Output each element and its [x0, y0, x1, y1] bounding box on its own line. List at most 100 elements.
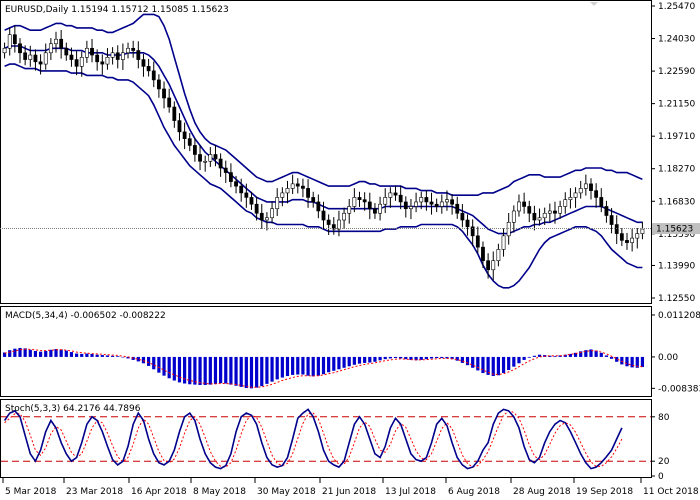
- macd-bar: [532, 355, 537, 357]
- stoch-tick-label: 80: [658, 413, 670, 423]
- candle-body: [316, 201, 321, 212]
- macd-bar: [347, 356, 351, 367]
- time-tick-label: 5 Mar 2018: [5, 487, 57, 497]
- candle-body: [486, 260, 491, 271]
- candle-body: [558, 206, 563, 214]
- bollinger-lower-line: [4, 63, 643, 289]
- macd-bar: [388, 356, 392, 359]
- candle-body: [583, 183, 588, 189]
- macd-signal-line: [4, 348, 643, 388]
- stoch-axis: 80 20 0: [651, 413, 670, 482]
- macd-bar: [28, 349, 32, 357]
- candle-body: [496, 249, 501, 262]
- macd-tick-label: 0.00: [658, 353, 678, 363]
- macd-bar: [188, 356, 192, 385]
- macd-bar: [2, 352, 7, 357]
- candle-body: [511, 210, 516, 223]
- candle-body: [337, 219, 341, 230]
- candle-body: [218, 158, 223, 169]
- macd-bar: [357, 356, 362, 364]
- macd-bar: [224, 356, 228, 384]
- macd-bar: [476, 356, 480, 371]
- candle-body: [609, 215, 614, 225]
- candle-body: [48, 43, 53, 54]
- candle-body: [301, 185, 305, 189]
- macd-bar: [275, 356, 279, 380]
- candle-body: [182, 131, 187, 139]
- macd-bar: [579, 351, 583, 357]
- macd-bar: [152, 356, 156, 370]
- price-chart-title: EURUSD,Daily 1.15194 1.15712 1.15085 1.1…: [5, 5, 229, 15]
- macd-bar: [183, 356, 187, 384]
- macd-bar: [445, 356, 449, 359]
- stoch-levels: [1, 416, 651, 462]
- candle-body: [475, 235, 480, 248]
- macd-bar: [522, 356, 526, 360]
- candle-body: [239, 185, 244, 194]
- macd-bar: [172, 356, 176, 381]
- macd-bar: [147, 356, 151, 366]
- collapse-arrow-icon[interactable]: [590, 2, 598, 6]
- time-tick-label: 28 Aug 2018: [513, 487, 571, 497]
- macd-bar: [450, 356, 454, 360]
- price-tick-label: 1.13990: [658, 261, 695, 271]
- candle-body: [254, 203, 259, 214]
- macd-bar: [630, 356, 634, 368]
- macd-bar: [378, 356, 382, 361]
- macd-title: MACD(5,34,4) -0.006502 -0.008222: [5, 311, 166, 321]
- candle-body: [403, 201, 408, 210]
- price-tick-label: 1.16830: [658, 197, 695, 207]
- candle-body: [465, 219, 470, 228]
- price-tick-label: 1.24030: [658, 35, 695, 45]
- candle-body: [635, 233, 640, 239]
- price-tick-label: 1.25470: [658, 2, 695, 12]
- macd-bar: [8, 350, 12, 357]
- macd-bar: [465, 356, 470, 366]
- time-tick-label: 11 Oct 2018: [643, 487, 699, 497]
- price-axis: 1.25470 1.24030 1.22590 1.21150 1.19710 1.182…: [651, 2, 695, 304]
- candle-body: [270, 208, 274, 219]
- macd-bar: [100, 355, 104, 357]
- macd-bar: [198, 356, 202, 386]
- macd-signal: [4, 348, 643, 388]
- macd-bar: [383, 356, 387, 360]
- candle-body: [38, 61, 43, 65]
- candle-body: [460, 212, 465, 221]
- macd-bar: [213, 356, 218, 384]
- macd-bar: [563, 354, 567, 357]
- candle-body: [517, 201, 521, 212]
- macd-bar: [368, 356, 372, 363]
- candle-body: [542, 212, 547, 219]
- stoch-tick-label: 0: [658, 472, 664, 482]
- candle-body: [100, 61, 105, 65]
- macd-bar: [512, 356, 516, 367]
- macd-bar: [270, 356, 274, 382]
- macd-bar: [64, 350, 68, 357]
- stoch-title: Stoch(5,3,3) 64.2176 44.7896: [5, 404, 141, 414]
- macd-bar: [260, 356, 264, 387]
- time-axis: 5 Mar 2018 23 Mar 2018 16 Apr 2018 8 May 20…: [2, 478, 699, 497]
- candle-body: [630, 237, 635, 243]
- candle-body: [110, 52, 115, 58]
- time-tick-label: 16 Apr 2018: [131, 487, 187, 497]
- macd-bar: [429, 356, 434, 359]
- candle-body: [589, 183, 593, 191]
- candle-body: [74, 59, 79, 67]
- macd-bar: [234, 356, 238, 386]
- candle-body: [594, 190, 599, 198]
- candle-body: [409, 206, 413, 210]
- candle-body: [599, 197, 604, 207]
- macd-bar: [481, 356, 485, 374]
- macd-bar: [157, 356, 161, 373]
- macd-bar: [517, 356, 521, 364]
- candle-body: [388, 192, 393, 198]
- macd-bar: [291, 356, 295, 375]
- candle-body: [59, 38, 64, 49]
- candle-body: [547, 210, 552, 214]
- candle-body: [198, 154, 202, 162]
- candle-body: [450, 199, 455, 205]
- candle-body: [527, 206, 532, 214]
- macd-bar: [424, 356, 428, 360]
- macd-bar: [332, 356, 336, 371]
- macd-bar: [33, 350, 38, 357]
